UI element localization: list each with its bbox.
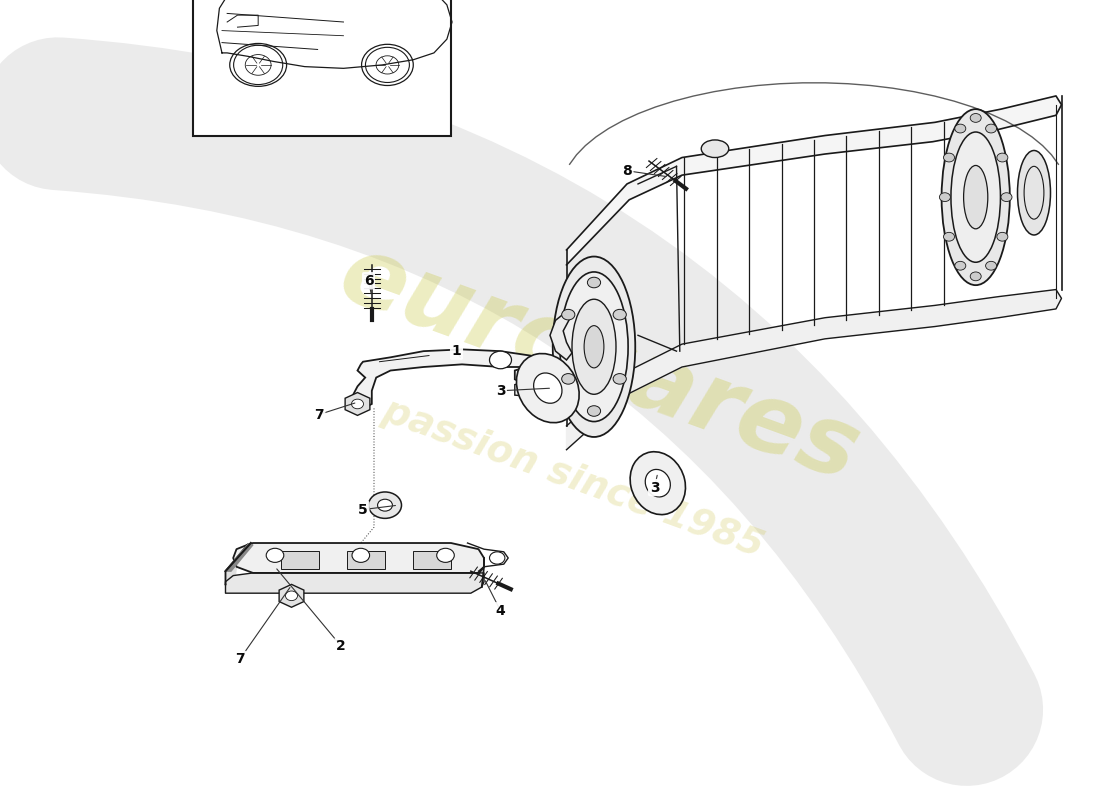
Circle shape [986, 262, 997, 270]
Ellipse shape [950, 132, 1001, 262]
Ellipse shape [552, 257, 636, 437]
Bar [346, 551, 385, 569]
Ellipse shape [572, 299, 616, 394]
Polygon shape [515, 379, 552, 397]
Circle shape [986, 124, 997, 133]
Circle shape [955, 262, 966, 270]
Text: 7: 7 [235, 652, 244, 666]
Circle shape [997, 232, 1008, 241]
Text: 4: 4 [496, 604, 505, 618]
Circle shape [368, 492, 402, 518]
Ellipse shape [560, 272, 628, 422]
Text: 3: 3 [496, 384, 505, 398]
Circle shape [587, 406, 601, 416]
Circle shape [939, 193, 950, 202]
Polygon shape [226, 545, 253, 571]
Circle shape [490, 351, 512, 369]
Circle shape [970, 272, 981, 281]
Circle shape [955, 124, 966, 133]
Circle shape [352, 548, 370, 562]
Circle shape [613, 374, 626, 384]
Circle shape [997, 153, 1008, 162]
Text: 1: 1 [452, 344, 461, 358]
Text: 5: 5 [359, 502, 367, 517]
Ellipse shape [702, 140, 728, 158]
Text: 2: 2 [337, 639, 345, 653]
Polygon shape [566, 290, 1062, 450]
Ellipse shape [584, 326, 604, 368]
Circle shape [970, 114, 981, 122]
Ellipse shape [630, 452, 685, 514]
Circle shape [944, 232, 955, 241]
Circle shape [562, 374, 575, 384]
Text: 3: 3 [650, 481, 659, 494]
Polygon shape [226, 573, 484, 593]
Polygon shape [345, 393, 370, 415]
Polygon shape [352, 350, 552, 408]
Text: a passion since 1985: a passion since 1985 [342, 380, 769, 565]
Circle shape [437, 548, 454, 562]
Text: 8: 8 [623, 164, 631, 178]
Ellipse shape [646, 470, 670, 497]
FancyArrowPatch shape [58, 114, 967, 710]
Bar [192, 0, 451, 135]
Ellipse shape [1018, 150, 1050, 235]
Circle shape [490, 552, 505, 564]
Polygon shape [226, 545, 248, 590]
Circle shape [286, 591, 297, 601]
Circle shape [266, 548, 284, 562]
Circle shape [587, 278, 601, 288]
Ellipse shape [942, 109, 1010, 285]
Circle shape [1001, 193, 1012, 202]
Ellipse shape [534, 373, 562, 403]
Polygon shape [550, 311, 574, 360]
Ellipse shape [516, 354, 580, 422]
Text: 7: 7 [315, 407, 323, 422]
Bar [412, 551, 451, 569]
Text: eurosares: eurosares [328, 227, 871, 502]
Text: 6: 6 [364, 274, 373, 288]
Circle shape [944, 153, 955, 162]
Circle shape [562, 310, 575, 320]
Circle shape [613, 310, 626, 320]
Circle shape [377, 499, 393, 511]
Polygon shape [566, 96, 1062, 265]
Ellipse shape [964, 166, 988, 229]
Polygon shape [233, 543, 484, 573]
Polygon shape [279, 584, 304, 607]
Circle shape [352, 399, 363, 409]
Bar [280, 551, 319, 569]
